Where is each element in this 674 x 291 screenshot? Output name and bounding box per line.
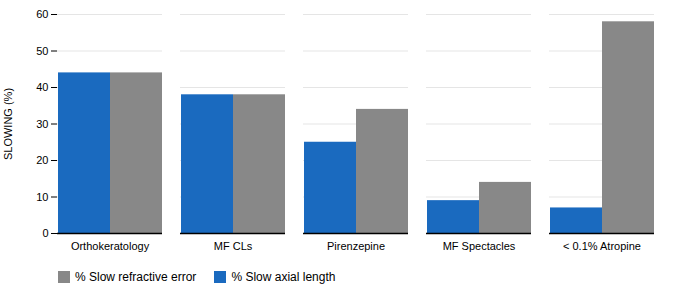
svg-text:MF CLs: MF CLs bbox=[214, 240, 253, 252]
svg-text:50: 50 bbox=[36, 45, 48, 57]
svg-text:30: 30 bbox=[36, 118, 48, 130]
svg-text:MF Spectacles: MF Spectacles bbox=[443, 240, 516, 252]
svg-text:< 0.1% Atropine: < 0.1% Atropine bbox=[563, 240, 641, 252]
svg-text:SLOWING (%): SLOWING (%) bbox=[2, 88, 14, 160]
html-text:% Slow axial length: % Slow axial length bbox=[231, 270, 336, 284]
svg-text:0: 0 bbox=[42, 227, 48, 239]
svg-text:20: 20 bbox=[36, 154, 48, 166]
html-text:% Slow refractive error: % Slow refractive error bbox=[75, 270, 197, 284]
svg-text:Orthokeratology: Orthokeratology bbox=[71, 240, 150, 252]
svg-text:60: 60 bbox=[36, 8, 48, 20]
svg-text:10: 10 bbox=[36, 191, 48, 203]
svg-text:40: 40 bbox=[36, 81, 48, 93]
svg-text:Pirenzepine: Pirenzepine bbox=[327, 240, 385, 252]
